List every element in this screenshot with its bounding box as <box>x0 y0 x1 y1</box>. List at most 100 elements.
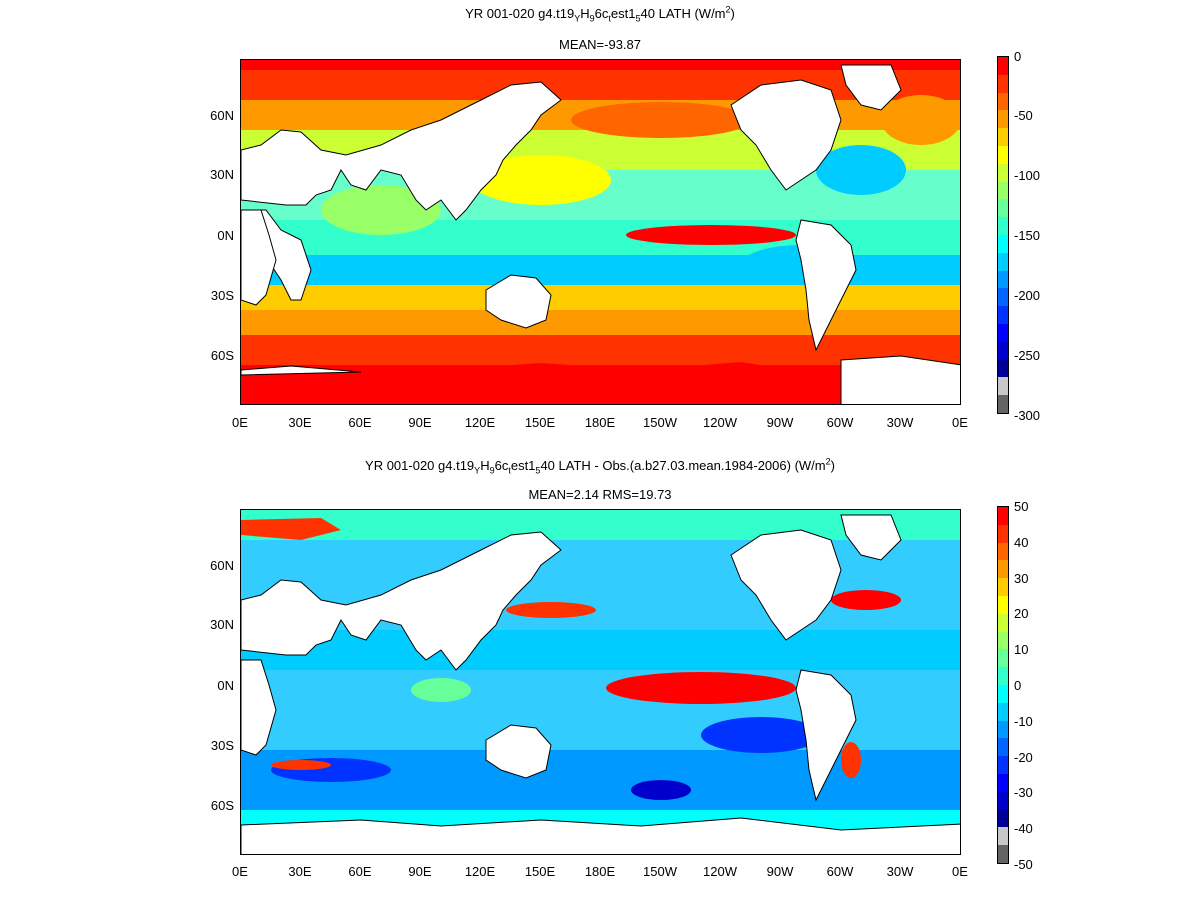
colorbar-segment <box>998 845 1008 863</box>
lat-label: 30N <box>210 167 234 182</box>
colorbar-segment <box>998 163 1008 182</box>
colorbar-segment <box>998 74 1008 93</box>
lon-label: 0E <box>952 415 968 430</box>
lon-label: 120E <box>464 864 496 879</box>
lon-label: 0E <box>952 864 968 879</box>
colorbar-label: 30 <box>1014 571 1029 586</box>
lat-label: 30S <box>210 738 234 753</box>
colorbar-segment <box>998 128 1008 146</box>
colorbar-segment <box>998 809 1008 828</box>
colorbar-segment <box>998 359 1008 378</box>
colorbar-segment <box>998 702 1008 721</box>
colorbar-label: -100 <box>1014 168 1041 183</box>
colorbar-label: 0 <box>1014 49 1022 64</box>
colorbar-label: -150 <box>1014 228 1041 243</box>
colorbar-segment <box>998 560 1008 579</box>
colorbar-segment <box>998 827 1008 846</box>
colorbar-segment <box>998 738 1008 757</box>
panel-2-map <box>240 509 961 855</box>
colorbar-segment <box>998 199 1008 218</box>
colorbar-segment <box>998 667 1008 685</box>
colorbar-label: 0 <box>1014 678 1022 693</box>
lon-label: 120W <box>703 864 737 879</box>
lon-label: 180E <box>584 415 616 430</box>
colorbar-segment <box>998 110 1008 129</box>
lat-label: 0N <box>217 228 234 243</box>
colorbar-label: 10 <box>1014 642 1029 657</box>
colorbar-label: 40 <box>1014 535 1029 550</box>
lon-label: 120W <box>703 415 737 430</box>
colorbar-segment <box>998 57 1008 75</box>
colorbar-segment <box>998 578 1008 596</box>
colorbar-segment <box>998 524 1008 543</box>
colorbar-label: -50 <box>1014 857 1033 872</box>
colorbar-segment <box>998 288 1008 307</box>
colorbar-label: -200 <box>1014 288 1041 303</box>
lon-label: 90E <box>408 864 432 879</box>
colorbar-segment <box>998 756 1008 774</box>
colorbar-segment <box>998 252 1008 271</box>
panel-1-title: YR 001-020 g4.t19YH96ctest1540 LATH (W/m… <box>465 4 735 24</box>
colorbar-segment <box>998 649 1008 668</box>
lon-label: 60W <box>826 864 854 879</box>
lat-label: 30S <box>210 288 234 303</box>
lon-label: 150W <box>643 864 677 879</box>
lon-label: 90W <box>766 415 794 430</box>
lat-label: 60N <box>210 108 234 123</box>
colorbar-segment <box>998 217 1008 235</box>
lon-label: 0E <box>232 864 248 879</box>
lon-label: 120E <box>464 415 496 430</box>
colorbar-segment <box>998 507 1008 525</box>
colorbar-segment <box>998 791 1008 810</box>
lon-label: 0E <box>232 415 248 430</box>
colorbar-label: 50 <box>1014 499 1029 514</box>
colorbar-segment <box>998 323 1008 342</box>
lon-label: 90E <box>408 415 432 430</box>
panel-2-colorbar <box>997 506 1009 864</box>
lon-label: 30E <box>288 415 312 430</box>
lon-label: 60W <box>826 415 854 430</box>
colorbar-segment <box>998 773 1008 792</box>
panel-1-subtitle: MEAN=-93.87 <box>558 37 641 52</box>
panel-1-colorbar <box>997 56 1009 414</box>
colorbar-segment <box>998 92 1008 111</box>
colorbar-label: -20 <box>1014 750 1033 765</box>
lat-label: 60S <box>210 348 234 363</box>
colorbar-segment <box>998 631 1008 650</box>
colorbar-segment <box>998 234 1008 253</box>
lon-label: 150W <box>643 415 677 430</box>
colorbar-segment <box>998 613 1008 632</box>
colorbar-label: -30 <box>1014 785 1033 800</box>
colorbar-label: 20 <box>1014 606 1029 621</box>
panel-1-map <box>240 59 961 405</box>
colorbar-segment <box>998 395 1008 413</box>
lat-label: 30N <box>210 617 234 632</box>
colorbar-segment <box>998 306 1008 324</box>
colorbar-segment <box>998 270 1008 289</box>
colorbar-segment <box>998 720 1008 739</box>
colorbar-label: -250 <box>1014 348 1041 363</box>
colorbar-label: -300 <box>1014 408 1041 423</box>
lon-label: 60E <box>348 415 372 430</box>
colorbar-segment <box>998 181 1008 200</box>
colorbar-segment <box>998 542 1008 561</box>
panel-2-subtitle: MEAN=2.14 RMS=19.73 <box>528 487 672 502</box>
panel-2-title: YR 001-020 g4.t19YH96ctest1540 LATH - Ob… <box>365 456 835 476</box>
colorbar-label: -40 <box>1014 821 1033 836</box>
lat-label: 0N <box>217 678 234 693</box>
colorbar-label: -10 <box>1014 714 1033 729</box>
lon-label: 30W <box>886 415 914 430</box>
lat-label: 60N <box>210 558 234 573</box>
colorbar-segment <box>998 377 1008 396</box>
lon-label: 150E <box>524 415 556 430</box>
lon-label: 150E <box>524 864 556 879</box>
lon-label: 60E <box>348 864 372 879</box>
colorbar-label: -50 <box>1014 108 1033 123</box>
lon-label: 30E <box>288 864 312 879</box>
lon-label: 90W <box>766 864 794 879</box>
colorbar-segment <box>998 145 1008 164</box>
colorbar-segment <box>998 684 1008 703</box>
lon-label: 30W <box>886 864 914 879</box>
lon-label: 180E <box>584 864 616 879</box>
lat-label: 60S <box>210 798 234 813</box>
